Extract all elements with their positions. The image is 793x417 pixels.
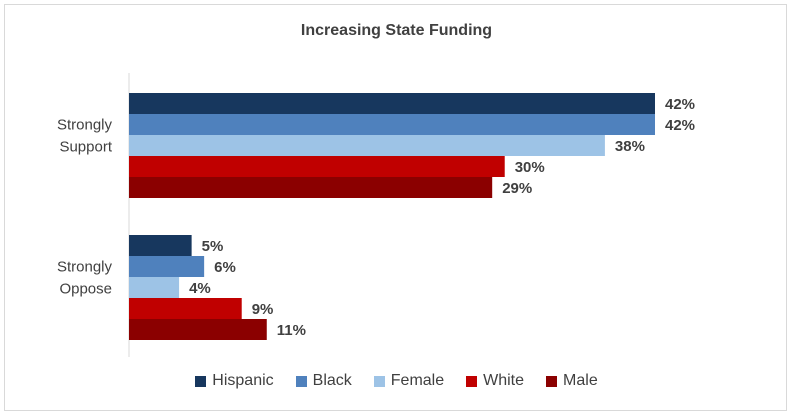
data-label: 11%	[277, 322, 306, 339]
data-label: 29%	[502, 180, 532, 197]
data-label: 6%	[214, 259, 236, 276]
data-label: 30%	[515, 159, 545, 176]
bar-male	[129, 319, 267, 340]
legend-swatch	[546, 375, 558, 387]
category-label: Strongly	[57, 259, 113, 276]
category-label: Strongly	[57, 117, 113, 134]
bar-hispanic	[129, 93, 655, 114]
data-label: 42%	[665, 96, 695, 113]
category-label: Support	[59, 139, 112, 156]
chart-legend: Hispanic Black Female White Male	[0, 372, 793, 390]
legend-label: White	[483, 372, 525, 389]
legend-item-white: White	[466, 372, 524, 390]
legend-label: Black	[312, 372, 352, 389]
legend-label: Female	[390, 372, 445, 389]
chart-title: Increasing State Funding	[300, 22, 493, 39]
data-label: 4%	[189, 280, 211, 297]
legend-swatch	[295, 375, 307, 387]
data-label: 5%	[202, 238, 224, 255]
bar-black	[129, 256, 205, 277]
legend-item-hispanic: Hispanic	[195, 372, 274, 390]
legend-label: Male	[563, 372, 598, 389]
category-label: Oppose	[59, 281, 112, 298]
legend-swatch	[466, 375, 478, 387]
legend-item-black: Black	[295, 372, 352, 390]
legend-swatch	[195, 375, 207, 387]
bar-hispanic	[129, 235, 192, 256]
bar-female	[129, 277, 180, 298]
legend-item-male: Male	[546, 372, 598, 390]
data-label: 42%	[665, 117, 695, 134]
bar-female	[129, 135, 605, 156]
bar-male	[129, 177, 493, 198]
legend-swatch	[373, 375, 385, 387]
legend-item-female: Female	[373, 372, 445, 390]
legend-label: Hispanic	[212, 372, 274, 389]
bar-white	[129, 298, 242, 319]
bar-black	[129, 114, 655, 135]
data-label: 9%	[252, 301, 274, 318]
data-label: 38%	[615, 138, 645, 155]
bar-white	[129, 156, 505, 177]
chart-frame	[4, 4, 787, 411]
